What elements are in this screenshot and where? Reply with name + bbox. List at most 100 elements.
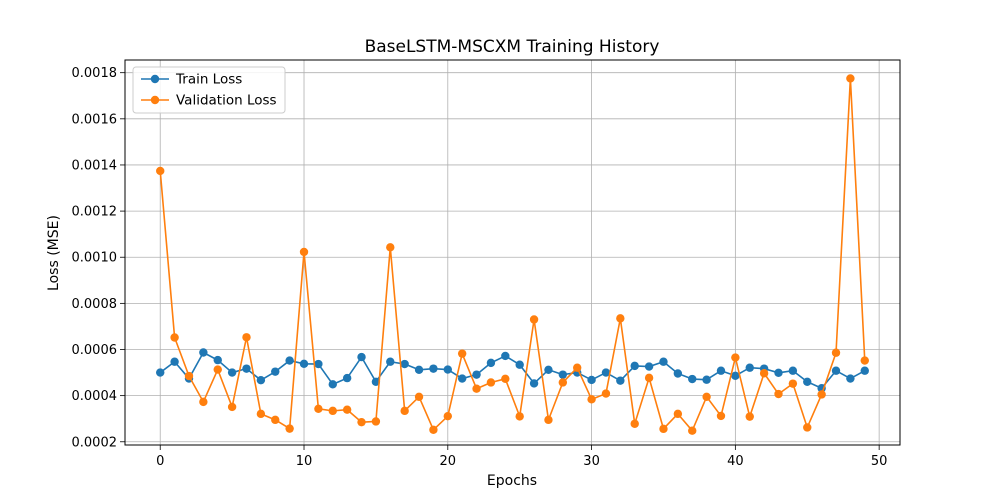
data-point-validation-loss (429, 425, 438, 434)
data-point-train-loss (803, 377, 812, 386)
x-tick-label: 10 (296, 454, 313, 469)
y-tick-label: 0.0010 (72, 251, 118, 266)
plot-frame (124, 59, 901, 446)
y-tick-label: 0.0014 (72, 158, 118, 173)
legend: Train Loss Validation Loss (132, 66, 286, 114)
data-point-validation-loss (659, 424, 668, 434)
data-point-train-loss (429, 364, 438, 373)
data-point-train-loss (299, 359, 309, 369)
data-point-validation-loss (731, 353, 740, 362)
data-point-validation-loss (616, 314, 625, 323)
data-point-train-loss (472, 370, 481, 379)
data-point-validation-loss (414, 392, 424, 401)
chart-title: BaseLSTM-MSCXM Training History (365, 37, 660, 57)
data-point-train-loss (529, 379, 539, 388)
data-point-validation-loss (371, 417, 381, 426)
data-point-validation-loss (544, 415, 553, 425)
data-point-train-loss (644, 362, 654, 371)
data-point-validation-loss (328, 406, 337, 416)
y-tick-label: 0.0002 (72, 435, 118, 450)
ticks: 0 10 20 30 40 50 0.0002 0.0004 0.0006 0.0008 0.001… (72, 66, 888, 469)
legend-label-train-loss: Train Loss (175, 72, 242, 88)
data-point-validation-loss (846, 74, 855, 83)
x-tick-label: 50 (871, 454, 888, 469)
data-point-validation-loss (702, 392, 711, 401)
data-point-train-loss (846, 374, 855, 383)
data-point-train-loss (386, 357, 395, 366)
legend-marker-train-loss (150, 74, 160, 84)
data-point-validation-loss (501, 374, 510, 383)
y-tick-label: 0.0008 (72, 297, 118, 312)
series-layer (156, 74, 869, 435)
data-point-validation-loss (601, 389, 611, 398)
y-tick-label: 0.0012 (72, 205, 118, 220)
data-point-validation-loss (170, 333, 179, 342)
legend-box (132, 66, 286, 114)
data-point-validation-loss (774, 389, 783, 399)
y-axis-label: Loss (MSE) (46, 215, 62, 291)
data-point-validation-loss (400, 406, 409, 416)
data-point-validation-loss (486, 378, 496, 387)
data-point-validation-loss (529, 315, 539, 324)
data-point-validation-loss (558, 378, 568, 387)
data-point-validation-loss (271, 415, 280, 425)
data-point-validation-loss (817, 390, 826, 399)
x-axis-label: Epochs (487, 473, 537, 489)
data-point-validation-loss (745, 412, 754, 421)
data-point-validation-loss (227, 402, 237, 412)
data-point-train-loss (788, 366, 798, 375)
data-point-validation-loss (515, 412, 524, 421)
data-point-validation-loss (573, 363, 582, 372)
data-point-train-loss (328, 380, 337, 389)
data-point-train-loss (774, 368, 783, 377)
data-point-train-loss (716, 366, 726, 375)
data-point-train-loss (616, 376, 625, 385)
data-point-train-loss (256, 375, 266, 385)
data-point-train-loss (342, 373, 352, 383)
data-point-validation-loss (342, 405, 352, 414)
data-point-validation-loss (630, 419, 639, 428)
data-point-train-loss (501, 351, 510, 361)
y-tick-label: 0.0016 (72, 112, 118, 127)
data-point-validation-loss (199, 397, 208, 407)
data-point-validation-loss (299, 247, 309, 257)
data-point-validation-loss (759, 369, 769, 378)
data-point-validation-loss (357, 417, 366, 427)
data-point-train-loss (515, 360, 524, 369)
data-point-train-loss (443, 365, 452, 374)
data-point-validation-loss (644, 373, 654, 383)
data-point-validation-loss (716, 411, 726, 421)
data-point-train-loss (227, 368, 237, 377)
data-point-train-loss (601, 368, 611, 377)
data-point-train-loss (414, 365, 424, 374)
y-tick-label: 0.0006 (72, 343, 118, 358)
data-point-train-loss (745, 363, 754, 372)
series-validation-loss (156, 74, 869, 435)
data-point-train-loss (659, 357, 668, 366)
data-point-validation-loss (803, 423, 812, 432)
data-point-train-loss (486, 358, 496, 368)
y-tick-label: 0.0018 (72, 66, 118, 81)
data-point-train-loss (357, 352, 366, 362)
x-tick-label: 30 (583, 454, 600, 469)
data-point-validation-loss (831, 348, 841, 357)
data-point-validation-loss (457, 349, 467, 358)
data-point-validation-loss (184, 371, 194, 381)
x-tick-label: 0 (156, 454, 164, 469)
legend-label-validation-loss: Validation Loss (176, 93, 277, 109)
data-point-train-loss (213, 355, 222, 365)
data-point-validation-loss (587, 395, 596, 404)
data-point-train-loss (860, 366, 869, 375)
data-point-train-loss (457, 374, 467, 383)
data-point-validation-loss (242, 333, 251, 342)
data-point-train-loss (702, 375, 711, 384)
data-point-train-loss (199, 348, 208, 357)
data-point-train-loss (630, 361, 639, 371)
data-point-validation-loss (788, 379, 798, 388)
data-point-validation-loss (688, 426, 697, 435)
data-point-validation-loss (314, 404, 323, 413)
data-point-train-loss (688, 374, 697, 384)
data-point-validation-loss (256, 409, 266, 419)
data-point-validation-loss (443, 411, 452, 421)
data-point-train-loss (170, 357, 179, 366)
